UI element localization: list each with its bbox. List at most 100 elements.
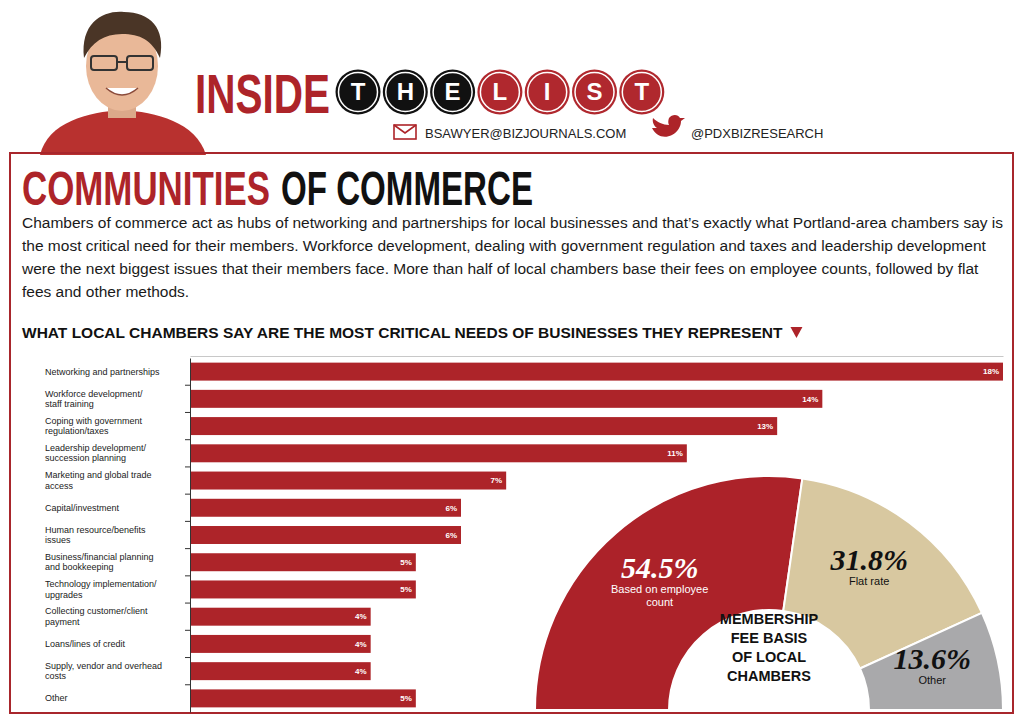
email-icon-flap: [394, 125, 416, 133]
data-label: 4%: [355, 612, 367, 621]
list-letter: I: [544, 78, 551, 105]
category-label-line: succession planning: [45, 453, 126, 463]
category-label-line: regulation/taxes: [45, 426, 109, 436]
slice-label-line: count: [646, 596, 673, 608]
bar: [190, 363, 1003, 381]
y-axis-line: [190, 359, 191, 713]
slice-label-line: Flat rate: [849, 575, 889, 587]
donut-title-line: CHAMBERS: [727, 668, 811, 684]
y-axis: Networking and partnerships Workforce dev…: [45, 359, 191, 713]
row-separator: [185, 575, 190, 576]
row-separator: [185, 548, 190, 549]
twitter-icon: [652, 115, 685, 137]
slice: [860, 613, 1003, 710]
slice-value: 54.5%: [621, 551, 699, 584]
list-badge-ring: [386, 73, 425, 112]
list-badge: [619, 70, 664, 115]
canvas: INSIDETHELISTBSAWYER@BIZJOURNALS.COM@PDX…: [0, 0, 1024, 725]
x-axis: [191, 356, 1004, 357]
column-name: INSIDE: [195, 62, 330, 125]
category-label: Capital/investment: [45, 503, 120, 513]
category-label-line: Marketing and global trade: [45, 470, 152, 480]
headline-highlight: COMMUNITIES: [22, 162, 270, 215]
tick: Capital/investment: [45, 503, 120, 513]
category-label-line: costs: [45, 671, 67, 681]
tick: Business/financial planningand bookkeepi…: [45, 552, 154, 572]
data-label: 6%: [445, 504, 457, 513]
category-label-line: Workforce development/: [45, 389, 143, 399]
category-label-line: Collecting customer/client: [45, 606, 148, 616]
portrait-hair: [84, 12, 162, 58]
row-separator: [185, 603, 190, 604]
row-separator: [185, 439, 190, 440]
chart-title: WHAT LOCAL CHAMBERS SAY ARE THE MOST CRI…: [22, 324, 783, 341]
email-icon: [394, 125, 416, 139]
tick: Other: [45, 693, 68, 703]
category-label-line: Business/financial planning: [45, 552, 154, 562]
category-label-line: staff training: [45, 399, 94, 409]
donut: [535, 476, 1003, 710]
list-letter: T: [351, 78, 366, 105]
category-label-line: Networking and partnerships: [45, 366, 160, 376]
bar: [190, 417, 777, 435]
portrait-smile: [106, 88, 138, 95]
list-badge: [430, 70, 475, 115]
data-label: 13%: [757, 422, 773, 431]
category-label-line: upgrades: [45, 590, 83, 600]
row-separator: [185, 385, 190, 386]
data-label: 14%: [802, 395, 818, 404]
data-label: 5%: [400, 585, 412, 594]
data-label: 4%: [355, 667, 367, 676]
row-separator: [185, 521, 190, 522]
list-letter: L: [493, 78, 508, 105]
tick: Leadership development/succession planni…: [45, 443, 147, 463]
tick: Marketing and global tradeaccess: [45, 470, 152, 490]
data-label: 5%: [400, 694, 412, 703]
bar: [190, 580, 416, 598]
title-triangle: [790, 327, 802, 338]
slice-value: 13.6%: [893, 642, 971, 675]
category-label-line: Coping with government: [45, 416, 143, 426]
category-label-line: Capital/investment: [45, 503, 120, 513]
list-badge: [525, 70, 570, 115]
slice-label-line: Other: [918, 674, 946, 686]
bar: [190, 608, 371, 626]
bar: [190, 553, 416, 571]
slice-label: Based on employeecount: [611, 583, 708, 608]
slice-label: Other: [918, 674, 946, 686]
bar: [190, 635, 371, 653]
category-label-line: Supply, vendor and overhead: [45, 661, 162, 671]
portrait-glasses: [127, 56, 153, 70]
category-label-line: Human resource/benefits: [45, 525, 146, 535]
category-label-line: Other: [45, 693, 68, 703]
donut-title-line: MEMBERSHIP: [720, 611, 819, 627]
donut-title: MEMBERSHIPFEE BASISOF LOCALCHAMBERS: [720, 611, 819, 684]
category-label: Supply, vendor and overheadcosts: [45, 661, 162, 681]
list-badge-ring: [528, 73, 567, 112]
donut-title-line: FEE BASIS: [731, 630, 808, 646]
list-badge-ring: [433, 73, 472, 112]
tick: Human resource/benefitsissues: [45, 525, 146, 545]
tick: Loans/lines of credit: [45, 639, 126, 649]
list-badge: [572, 70, 617, 115]
category-label: Other: [45, 693, 68, 703]
data-label: 5%: [400, 558, 412, 567]
bar: [190, 499, 461, 517]
list-letter: H: [397, 78, 414, 105]
list-badge: [336, 70, 381, 115]
category-label: Networking and partnerships: [45, 366, 160, 376]
category-label-line: and bookkeeping: [45, 562, 114, 572]
category-label: Leadership development/succession planni…: [45, 443, 147, 463]
intro-text: Chambers of commerce act as hubs of netw…: [22, 211, 1007, 303]
data-label: 11%: [667, 449, 683, 458]
slice-value: 31.8%: [829, 543, 908, 576]
slice-label-line: Based on employee: [611, 583, 708, 595]
category-label: Loans/lines of credit: [45, 639, 126, 649]
category-label: Coping with governmentregulation/taxes: [45, 416, 143, 436]
tick: Technology implementation/upgrades: [45, 579, 157, 599]
category-label: Business/financial planningand bookkeepi…: [45, 552, 154, 572]
list-letter: T: [634, 78, 649, 105]
tick: Networking and partnerships: [45, 366, 160, 376]
tick: Collecting customer/clientpayment: [45, 606, 148, 626]
headline-rest: OF COMMERCE: [281, 162, 533, 215]
